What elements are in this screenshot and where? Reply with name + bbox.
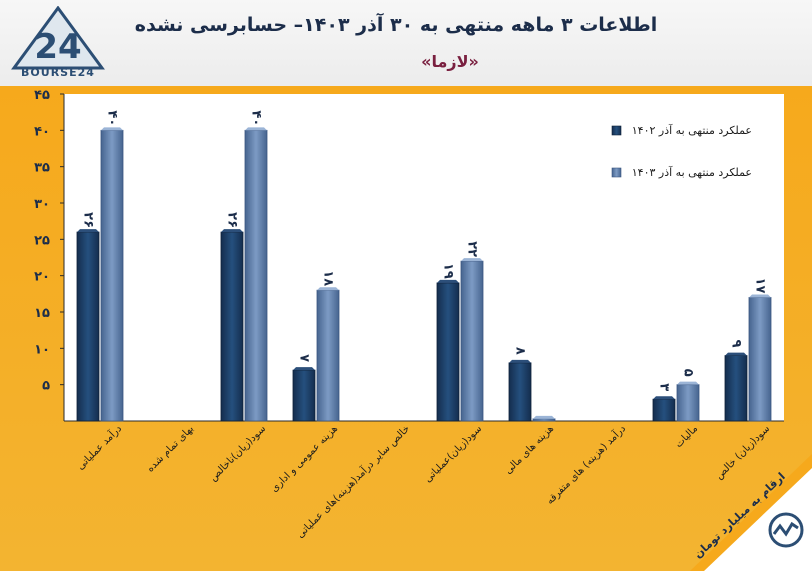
bar-top: [461, 258, 483, 262]
data-label: ۷: [297, 354, 312, 362]
bar-1402-0: [76, 231, 100, 422]
bar-top: [293, 367, 315, 371]
bar-1403-0: [100, 129, 124, 422]
data-label: ۲۶: [225, 212, 240, 228]
data-label: ۱۸: [321, 270, 336, 286]
bar-1402-6: [508, 362, 532, 422]
bar-1402-2: [220, 231, 244, 422]
svg-text:24: 24: [34, 27, 81, 67]
data-label: ۳: [657, 383, 672, 391]
bourse24-logo-icon: 24: [11, 6, 105, 70]
y-tick-label: ۴۰: [34, 124, 50, 139]
bar-top: [77, 229, 99, 233]
bar-1403-3: [316, 289, 340, 422]
y-tick-label: ۳۰: [34, 197, 50, 212]
y-tick-label: ۲۵: [34, 233, 50, 248]
data-label: ۸: [513, 347, 528, 355]
data-label: ۴۰: [105, 110, 120, 126]
unit-badge-icon: [768, 512, 804, 548]
bar-1403-5: [460, 260, 484, 422]
company-symbol: «لازما»: [421, 52, 479, 71]
y-tick-label: ۱۰: [34, 342, 50, 357]
header: اطلاعات ۳ ماهه منتهی به ۳۰ آذر ۱۴۰۳– حسا…: [0, 0, 812, 86]
data-label: ۵: [681, 369, 696, 377]
logo-text: BOURSE24: [21, 66, 95, 79]
bar-top: [677, 381, 699, 385]
bars: [76, 127, 772, 422]
data-label: ۹: [729, 340, 744, 348]
bar-1403-9: [748, 297, 772, 422]
bar-1403-8: [676, 384, 700, 422]
bar-top: [221, 229, 243, 233]
data-label: ۲۲: [465, 241, 480, 257]
y-tick-label: ۲۰: [34, 270, 50, 285]
legend-label: عملکرد منتهی به آذر ۱۴۰۲: [632, 123, 752, 137]
bar-1402-8: [652, 398, 676, 422]
bar-top: [317, 287, 339, 291]
bar-top: [437, 279, 459, 283]
y-tick-label: ۱۵: [34, 306, 50, 321]
bar-top: [749, 294, 771, 298]
bar-top: [101, 127, 123, 131]
y-tick-label: ۴۵: [34, 88, 50, 103]
page-title: اطلاعات ۳ ماهه منتهی به ۳۰ آذر ۱۴۰۳– حسا…: [134, 14, 658, 36]
bar-1402-5: [436, 282, 460, 422]
bar-1403-6: [532, 418, 556, 422]
legend: عملکرد منتهی به آذر ۱۴۰۲ عملکرد منتهی به …: [611, 123, 752, 179]
bar-top: [509, 359, 531, 363]
data-label: ۱۹: [441, 263, 456, 279]
data-label: ۴۰: [249, 110, 264, 126]
bar-top: [653, 396, 675, 400]
data-label: ۱۷: [753, 278, 768, 294]
plot-area: [64, 94, 784, 421]
legend-swatch: [611, 167, 622, 178]
legend-swatch: [611, 125, 622, 136]
bar-1403-2: [244, 129, 268, 422]
bar-top: [725, 352, 747, 356]
y-tick-label: ۳۵: [34, 161, 50, 176]
bar-top: [533, 415, 555, 419]
data-label: ۲۶: [81, 212, 96, 228]
bar-1402-9: [724, 355, 748, 422]
bar-top: [245, 127, 267, 131]
legend-label: عملکرد منتهی به آذر ۱۴۰۳: [632, 165, 752, 179]
unit-badge-stripe: [690, 454, 812, 571]
bar-1402-3: [292, 369, 316, 422]
y-tick-label: ۵: [42, 379, 50, 394]
bar-labels: ۲۶ ۲۶ ۷ ۱۹ ۸ ۳ ۹ ۴۰ ۴۰ ۱۸ ۲۲ ۵ ۱۷: [81, 110, 768, 391]
